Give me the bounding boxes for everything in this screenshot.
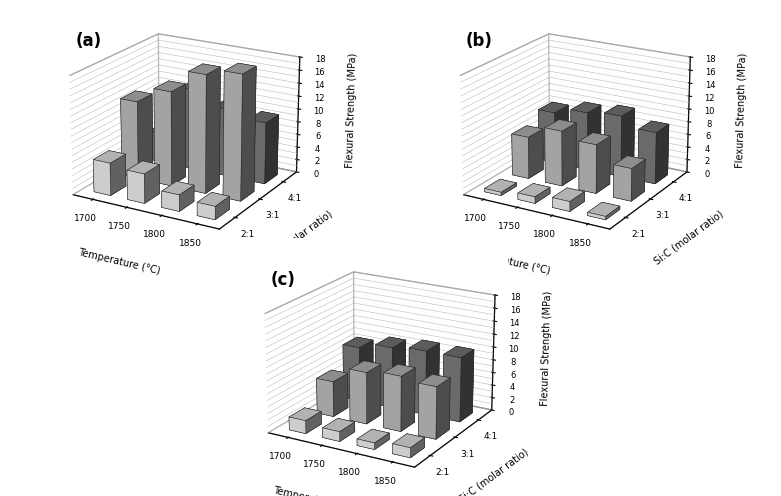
Text: (a): (a) <box>75 32 102 51</box>
Text: (b): (b) <box>465 32 493 51</box>
X-axis label: Temperature (°C): Temperature (°C) <box>467 248 551 276</box>
Y-axis label: Si:C (molar ratio): Si:C (molar ratio) <box>457 447 530 496</box>
Y-axis label: Si:C (molar ratio): Si:C (molar ratio) <box>652 209 725 267</box>
Y-axis label: Si:C (molar ratio): Si:C (molar ratio) <box>262 209 334 267</box>
X-axis label: Temperature (°C): Temperature (°C) <box>272 486 356 496</box>
Text: (c): (c) <box>270 270 295 289</box>
X-axis label: Temperature (°C): Temperature (°C) <box>77 248 161 276</box>
